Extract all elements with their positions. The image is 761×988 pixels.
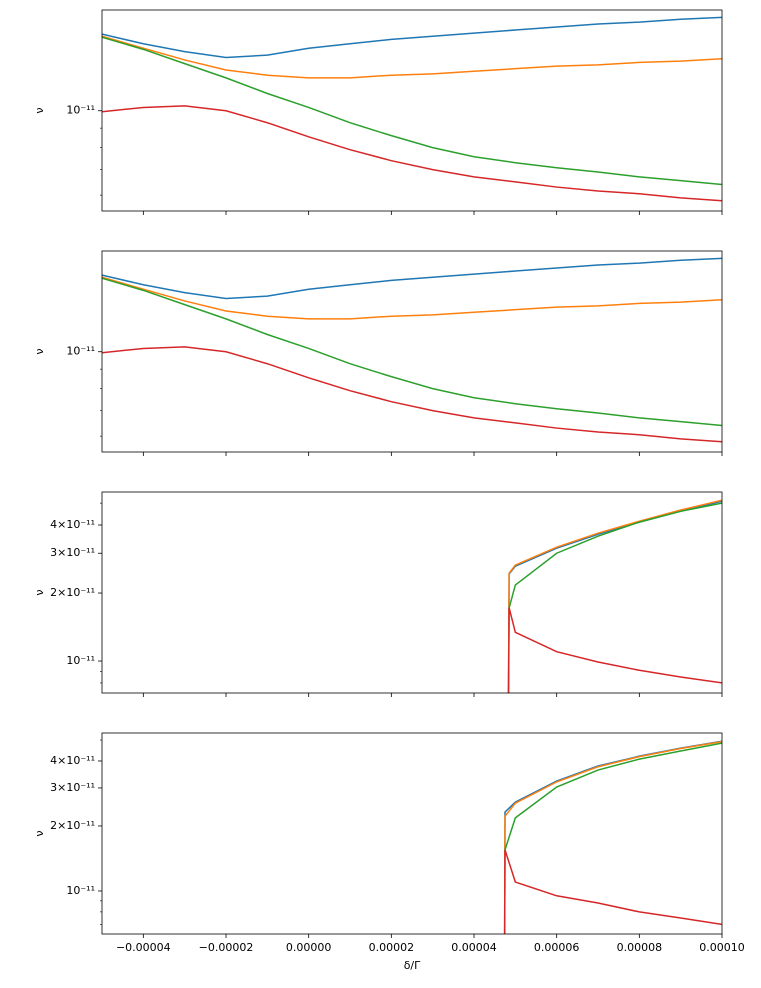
y-tick-label: 4×10⁻¹¹ — [50, 754, 95, 767]
series-line — [507, 499, 722, 693]
y-tick-label: 3×10⁻¹¹ — [50, 546, 95, 559]
y-tick-label: 10⁻¹¹ — [66, 104, 95, 117]
y-tick-label: 2×10⁻¹¹ — [50, 819, 95, 832]
series-line — [102, 16, 722, 59]
subplot: 10⁻¹¹ 2×10⁻¹¹ 3×10⁻¹¹ 4×10⁻¹¹ ν — [33, 491, 723, 697]
series-line — [102, 257, 722, 300]
y-tick-label: 10⁻¹¹ — [66, 345, 95, 358]
x-tick-label: −0.00002 — [199, 941, 254, 954]
axes-frame — [101, 732, 723, 935]
series-line — [102, 35, 722, 79]
series-line — [508, 502, 722, 609]
axes-frame — [101, 9, 723, 212]
series-line — [102, 105, 722, 202]
subplot: 10⁻¹¹ ν — [33, 9, 723, 215]
series-line — [507, 500, 722, 693]
x-tick-label: 0.00000 — [286, 941, 332, 954]
x-tick-label: −0.00004 — [116, 941, 171, 954]
series-line — [102, 36, 722, 186]
series-line — [503, 740, 722, 934]
axes-frame — [101, 250, 723, 453]
axes-frame — [101, 491, 723, 694]
series-line — [102, 277, 722, 427]
x-tick-label: 0.00006 — [534, 941, 580, 954]
series-line — [503, 849, 722, 934]
series-line — [507, 607, 722, 693]
subplot: −0.00004 −0.00002 0.00000 0.00002 0.00004 0.0… — [33, 732, 745, 972]
y-axis-label: ν — [33, 589, 46, 595]
x-tick-label: 0.00008 — [617, 941, 663, 954]
x-tick-label: 0.00010 — [699, 941, 745, 954]
x-tick-label: 0.00002 — [369, 941, 415, 954]
x-axis-label: δ/Γ — [404, 959, 421, 972]
y-tick-label: 10⁻¹¹ — [66, 884, 95, 897]
y-tick-label: 10⁻¹¹ — [66, 654, 95, 667]
series-line — [102, 276, 722, 320]
subplot: 10⁻¹¹ ν — [33, 250, 723, 456]
y-tick-label: 4×10⁻¹¹ — [50, 518, 95, 531]
y-tick-label: 2×10⁻¹¹ — [50, 586, 95, 599]
x-tick-label: 0.00004 — [451, 941, 497, 954]
y-tick-label: 3×10⁻¹¹ — [50, 781, 95, 794]
series-line — [102, 346, 722, 443]
series-line — [503, 740, 722, 934]
series-line — [504, 742, 722, 851]
y-axis-label: ν — [33, 830, 46, 836]
y-axis-label: ν — [33, 348, 46, 354]
y-axis-label: ν — [33, 107, 46, 113]
